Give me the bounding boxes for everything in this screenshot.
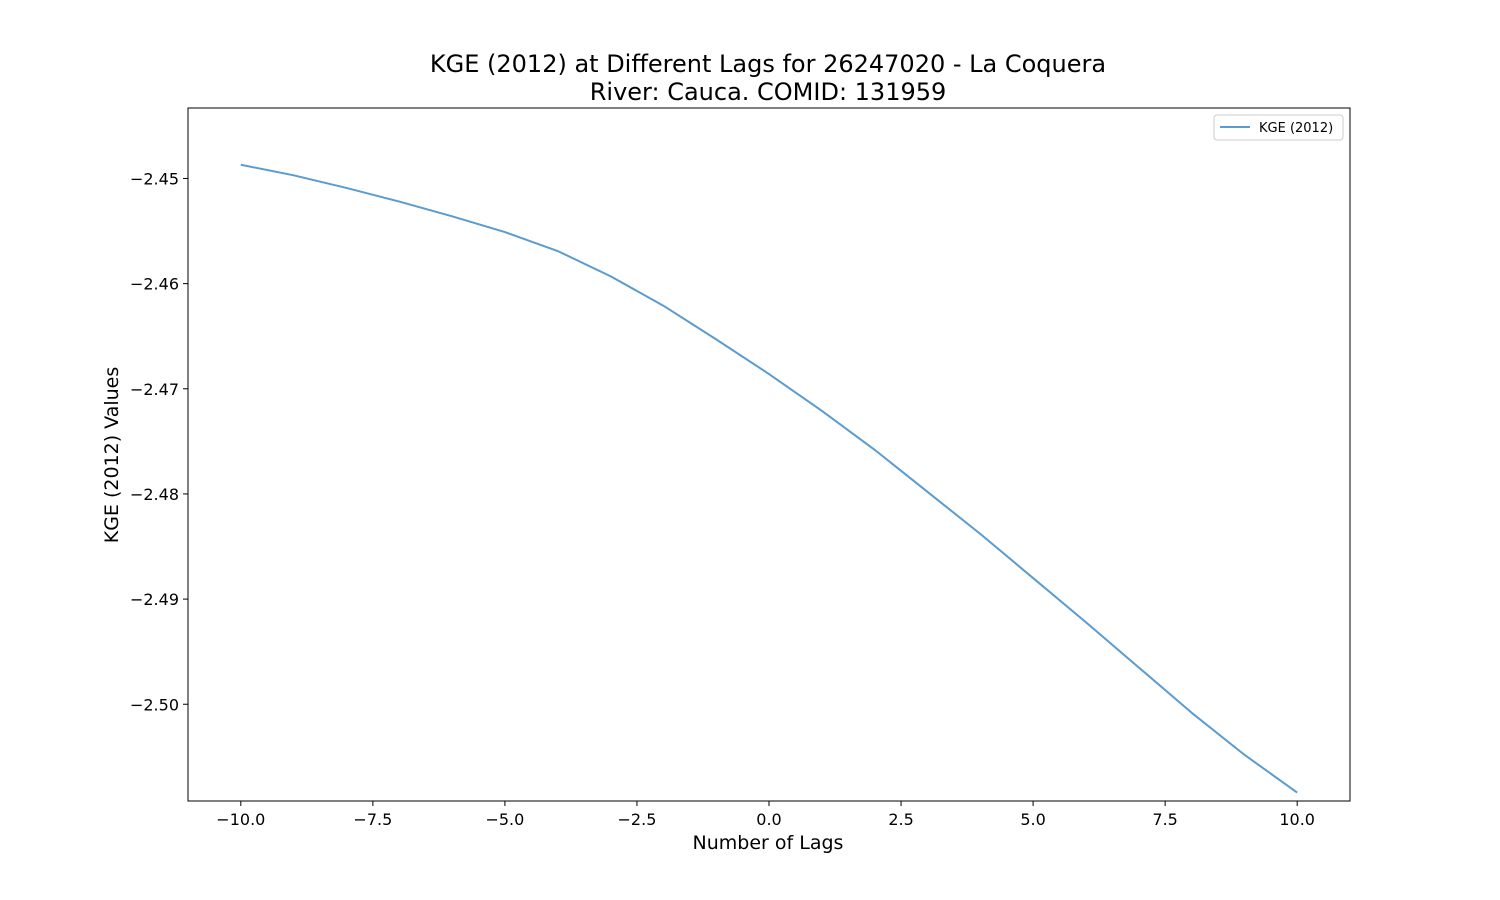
y-tick-label: −2.47	[130, 380, 179, 399]
x-tick-label: −5.0	[485, 810, 524, 829]
y-tick-label: −2.49	[130, 590, 179, 609]
x-tick-label: 2.5	[888, 810, 913, 829]
y-tick-label: −2.45	[130, 169, 179, 188]
y-tick-label: −2.50	[130, 695, 179, 714]
plot-area	[188, 108, 1350, 801]
y-axis-label: KGE (2012) Values	[101, 367, 123, 544]
series-line-kge-2012	[240, 163, 1298, 794]
y-axis-ticks: −2.45 −2.46 −2.47 −2.48 −2.49 −2.50	[130, 169, 188, 714]
y-tick-label: −2.48	[130, 485, 179, 504]
x-axis-ticks: −10.0 −7.5 −5.0 −2.5 0.0 2.5 5.0 7.5 10.0	[216, 801, 1315, 829]
legend: KGE (2012)	[1213, 114, 1344, 141]
chart-title-line-1: KGE (2012) at Different Lags for 2624702…	[430, 50, 1106, 78]
legend-box	[1213, 114, 1344, 141]
y-tick-label: −2.46	[130, 275, 179, 294]
chart-title-line-2: River: Cauca. COMID: 131959	[590, 78, 947, 106]
x-tick-label: 10.0	[1279, 810, 1315, 829]
x-tick-label: −2.5	[618, 810, 657, 829]
plot-frame	[187, 107, 1351, 802]
series-layer	[240, 163, 1298, 794]
x-axis-label: Number of Lags	[693, 832, 844, 854]
legend-label: KGE (2012)	[1259, 121, 1333, 136]
x-tick-label: −7.5	[353, 810, 392, 829]
x-tick-label: 0.0	[756, 810, 781, 829]
x-tick-label: −10.0	[216, 810, 265, 829]
x-tick-label: 5.0	[1020, 810, 1045, 829]
x-tick-label: 7.5	[1152, 810, 1177, 829]
